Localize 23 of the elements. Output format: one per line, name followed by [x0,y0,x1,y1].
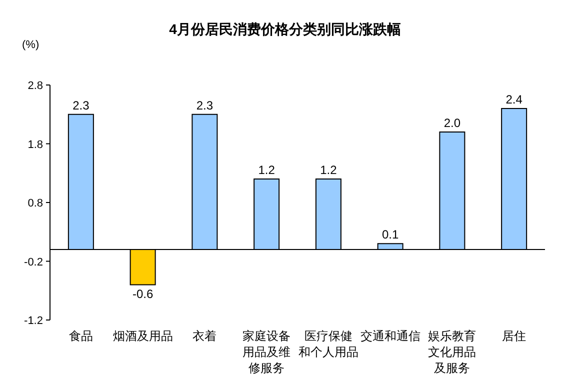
y-tick-label: 0.8 [28,198,43,210]
data-label: 2.0 [444,116,461,130]
data-label: 0.1 [382,228,399,242]
data-label: 1.2 [258,163,276,177]
y-tick-label: -0.2 [24,256,43,268]
x-tick-label: 家庭设备用品及维修服务 [242,329,291,375]
x-tick-label: 医疗保健和个人用品 [298,329,358,359]
x-tick-label: 交通和通信 [360,329,420,343]
data-label: -0.6 [132,286,154,301]
x-tick-label: 娱乐教育文化用品及服务 [428,329,476,375]
data-label: 2.4 [506,92,523,106]
data-label: 2.3 [196,98,214,112]
x-tick-label: 食品 [68,329,93,343]
y-tick-label: 2.8 [28,80,43,92]
y-tick-label: -1.2 [24,315,43,327]
x-tick-label: 衣着 [192,329,217,343]
data-label: 2.3 [72,98,90,112]
data-label: 1.2 [320,163,338,177]
chart-title: 4月份居民消费价格分类别同比涨跌幅 [169,21,401,37]
y-axis-title: (%) [22,39,40,51]
x-tick-label: 居住 [502,329,526,343]
y-tick-label: 1.8 [28,138,43,151]
x-tick-label: 烟酒及用品 [112,329,173,343]
